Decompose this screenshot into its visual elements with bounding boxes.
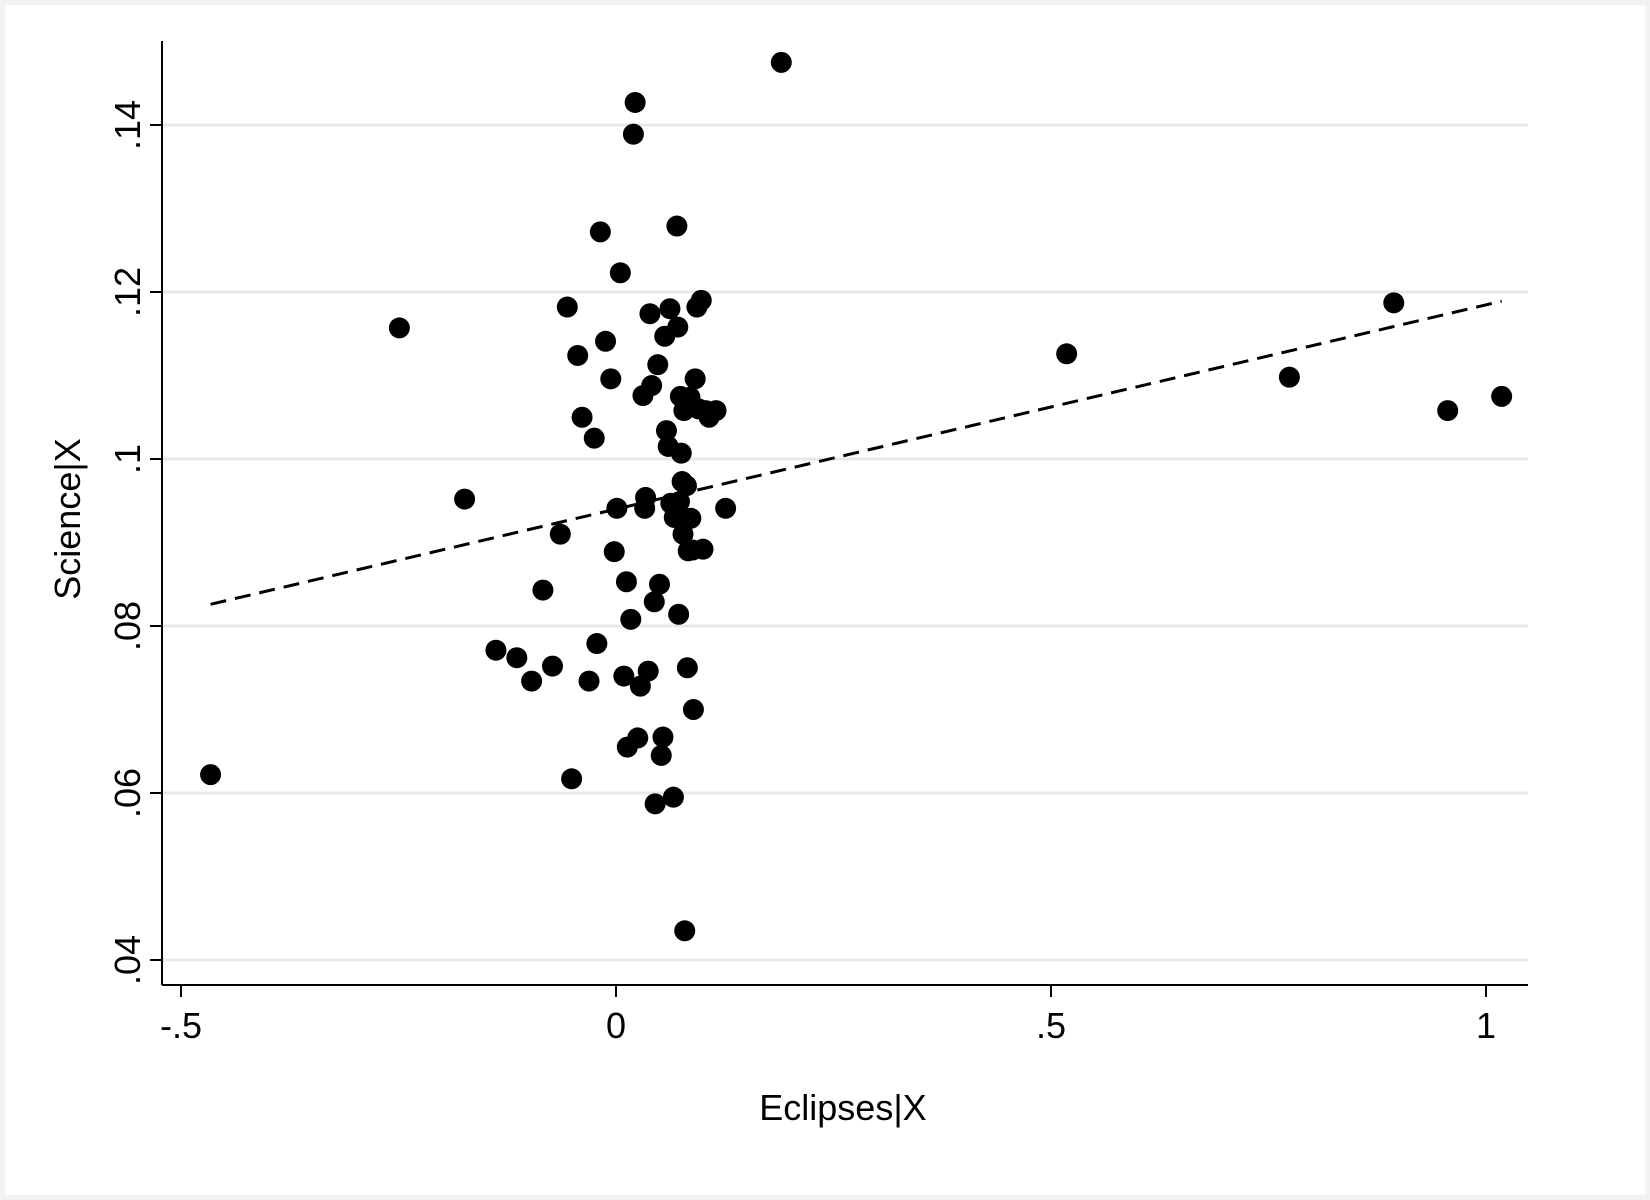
data-point [583,427,605,449]
data-point [200,764,222,786]
data-point [1383,292,1405,314]
data-point [647,354,669,376]
data-point [586,633,608,655]
data-point [770,51,792,73]
y-tick-label: .04 [107,935,148,985]
y-tick-label: .06 [107,768,148,818]
x-tick-label: 0 [606,1005,626,1046]
data-point [620,608,642,630]
data-point [578,670,600,692]
data-point [662,786,684,808]
data-points [200,51,1513,942]
scatter-chart: .04 .06 .08 .1 .12 .14 -.5 0 .5 1 Eclipses|X Scie… [47,41,1528,1128]
data-point [674,920,696,942]
x-tick-label: .5 [1036,1005,1066,1046]
data-point [613,665,635,687]
y-tick-label: .08 [107,601,148,651]
data-point [635,486,657,508]
data-point [690,289,712,311]
data-point [676,657,698,679]
data-point [627,727,649,749]
x-axis-title: Eclipses|X [759,1087,926,1128]
data-point [1278,366,1300,388]
y-tick-label: .1 [107,444,148,474]
data-point [639,303,661,325]
data-point [668,603,690,625]
data-point [1437,400,1459,422]
data-point [506,647,528,669]
data-point [705,400,727,422]
data-point [603,541,625,563]
data-point [669,491,691,513]
x-tick-label: 1 [1476,1005,1496,1046]
data-point [1056,343,1078,365]
data-point [641,375,663,397]
data-point [532,579,554,601]
axes: .04 .06 .08 .1 .12 .14 -.5 0 .5 1 [107,41,1528,1046]
data-point [556,296,578,318]
data-point [652,726,674,748]
data-point [649,573,670,595]
data-point [643,591,665,613]
data-point [521,670,543,692]
data-point [666,215,688,237]
data-point [670,442,692,464]
data-point [624,91,646,113]
data-point [606,497,628,519]
data-point [684,368,706,390]
data-point [567,344,589,366]
data-point [650,744,672,766]
y-tick-label: .14 [107,100,148,150]
data-point [637,660,659,682]
data-point [454,488,476,510]
data-point [675,475,697,497]
data-point [644,793,666,815]
data-point [655,420,677,442]
data-point [659,298,681,320]
chart-frame: .04 .06 .08 .1 .12 .14 -.5 0 .5 1 Eclipses|X Scie… [5,5,1645,1195]
data-point [561,768,583,790]
data-point [680,507,702,529]
data-point [541,655,563,677]
data-point [589,221,611,243]
data-point [571,406,593,428]
fit-line-layer [210,299,1503,606]
fit-line [210,299,1503,606]
data-point [595,330,617,352]
data-point [600,368,622,390]
data-point [1491,385,1513,407]
data-point [672,523,694,545]
y-axis-title: Science|X [47,438,88,599]
data-point [667,316,689,338]
data-point [615,571,637,593]
data-point [609,262,631,284]
data-point [682,699,704,720]
data-point [388,317,410,339]
data-point [549,523,571,545]
data-point [692,538,714,560]
data-point [715,497,737,519]
y-tick-label: .12 [107,267,148,317]
x-tick-label: -.5 [160,1005,202,1046]
gridlines [162,123,1528,962]
data-point [485,639,507,661]
data-point [622,123,644,145]
